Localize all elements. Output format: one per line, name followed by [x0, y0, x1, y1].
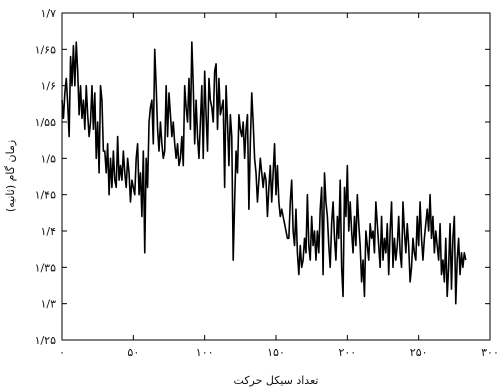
- y-tick-label: ۱/۵۵: [35, 116, 57, 129]
- y-tick-label: ۱/۴۵: [35, 189, 57, 202]
- x-tick-label: ۵۰: [127, 346, 139, 359]
- series-line: [61, 41, 467, 305]
- x-tick-label: ۱۵۰: [267, 346, 285, 359]
- x-tick-label: ۳۰۰: [481, 346, 499, 359]
- y-tick-label: ۱/۳: [40, 298, 56, 311]
- y-tick-label: ۱/۵: [40, 152, 56, 165]
- y-tick-label: ۱/۷: [40, 7, 56, 20]
- y-axis: ۱/۲۵ ۱/۳ ۱/۳۵ ۱/۴ ۱/۴۵ ۱/۵ ۱/۵۵ ۱/۶ ۱/۶۵ ۱/۷: [35, 7, 490, 347]
- y-tick-label: ۱/۲۵: [35, 334, 57, 347]
- x-axis-title: تعداد سیکل حرکت: [234, 374, 319, 387]
- y-tick-label: ۱/۶: [40, 80, 56, 93]
- x-tick-label: ۲۰۰: [338, 346, 356, 359]
- y-axis-title: زمان گام (ثانیه): [4, 140, 17, 212]
- y-tick-label: ۱/۴: [40, 225, 56, 238]
- x-tick-label: ۱۰۰: [196, 346, 214, 359]
- y-tick-label: ۱/۳۵: [35, 261, 57, 274]
- y-tick-label: ۱/۶۵: [35, 43, 57, 56]
- x-axis: ۰ ۵۰ ۱۰۰ ۱۵۰ ۲۰۰ ۲۵۰ ۳۰۰: [59, 13, 499, 359]
- x-tick-label: ۲۵۰: [410, 346, 428, 359]
- x-tick-label: ۰: [59, 346, 65, 359]
